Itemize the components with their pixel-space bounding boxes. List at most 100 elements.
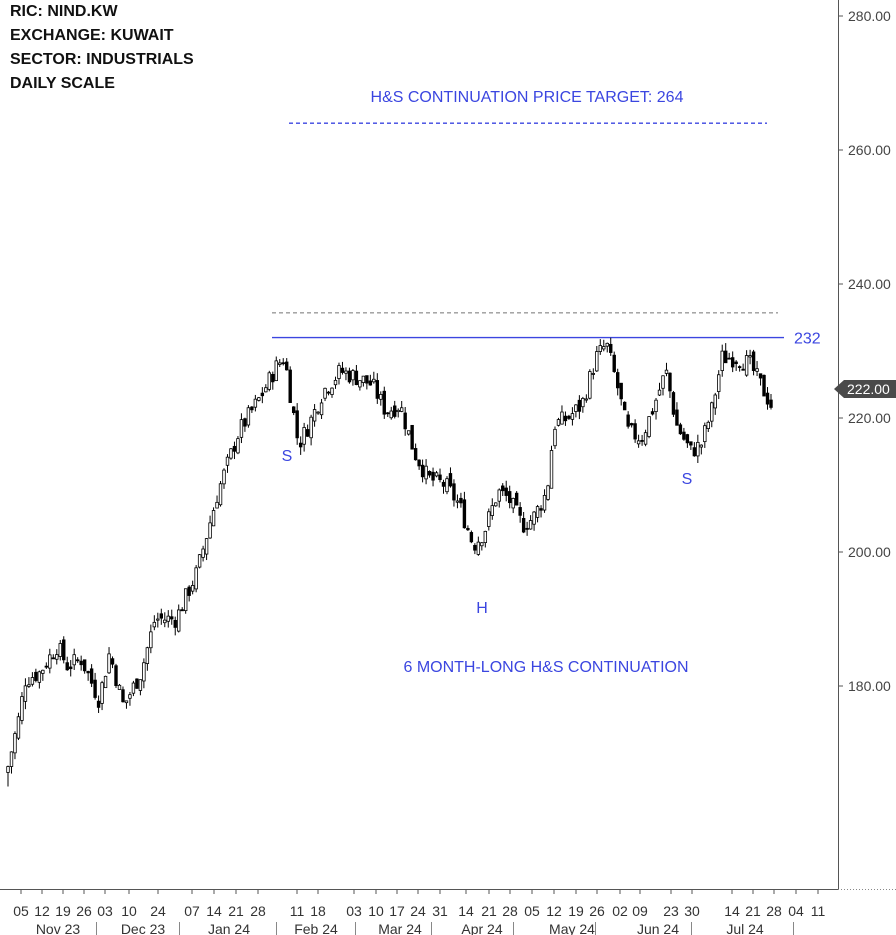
candle-down (417, 459, 421, 467)
x-tick-label: 21 (481, 903, 497, 919)
candle-down (243, 418, 247, 427)
candle-up (372, 378, 376, 383)
candle-up (201, 548, 205, 558)
x-tick-label: 03 (97, 903, 113, 919)
x-tick-label: 14 (206, 903, 222, 919)
candle-down (765, 392, 770, 405)
candle-up (37, 671, 42, 683)
candle-up (337, 365, 341, 379)
x-tick-label: 28 (250, 903, 266, 919)
x-month-label: Jan 24 (208, 921, 250, 935)
x-tick-label: 09 (632, 903, 648, 919)
x-tick-label: 02 (612, 903, 628, 919)
candle-up (696, 441, 700, 457)
candle-up (379, 394, 383, 400)
candle-up (128, 694, 132, 699)
candle-down (298, 442, 303, 448)
candle-up (204, 538, 209, 555)
x-tick-label: 12 (546, 903, 562, 919)
candle-up (535, 506, 540, 518)
candle-down (44, 665, 49, 668)
candle-up (211, 510, 216, 527)
candle-down (650, 411, 655, 415)
x-tick-label: 05 (13, 903, 29, 919)
candle-down (682, 431, 686, 440)
candle-up (208, 522, 212, 539)
candle-up (131, 682, 136, 694)
x-tick-label: 03 (346, 903, 362, 919)
candle-down (671, 392, 676, 415)
candle-up (316, 411, 320, 414)
candle-up (177, 609, 181, 632)
candle-down (34, 671, 38, 681)
candle-up (152, 621, 157, 628)
candle-up (149, 631, 153, 649)
candle-up (236, 438, 240, 454)
right-shoulder-annotation: S (682, 471, 693, 488)
candle-up (581, 397, 585, 408)
candle-up (591, 373, 596, 375)
candle-down (737, 366, 742, 369)
candle-down (368, 380, 373, 386)
candle-down (305, 429, 310, 437)
candle-up (584, 398, 589, 401)
candle-down (741, 368, 745, 371)
candle-down (675, 409, 679, 426)
candle-down (281, 362, 285, 365)
candle-up (225, 456, 230, 466)
candle-up (720, 350, 724, 371)
candle-up (494, 502, 498, 507)
x-tick-label: 21 (745, 903, 761, 919)
candle-down (563, 415, 568, 422)
candle-up (197, 554, 202, 568)
candle-up (23, 685, 28, 702)
x-tick-label: 04 (788, 903, 804, 919)
candle-down (730, 357, 735, 368)
candle-up (406, 430, 411, 435)
candle-down (232, 445, 237, 452)
candle-down (271, 373, 275, 383)
candle-up (664, 369, 669, 374)
x-tick-label: 28 (766, 903, 782, 919)
candle-up (748, 355, 752, 358)
candle-down (539, 508, 543, 511)
neckline-value-label: 232 (794, 331, 821, 348)
candle-up (598, 345, 602, 352)
x-tick-label: 11 (290, 903, 305, 919)
y-tick-label: 220.00 (848, 410, 891, 426)
candle-down (86, 671, 90, 674)
candle-up (497, 489, 501, 502)
last-price-tag (834, 380, 896, 398)
x-tick-label: 05 (524, 903, 540, 919)
candle-up (312, 409, 317, 422)
x-tick-label: 23 (663, 903, 679, 919)
candle-down (365, 375, 369, 384)
ric-label: RIC: NIND.KW (10, 3, 118, 20)
candle-up (190, 585, 195, 592)
candle-down (82, 659, 87, 672)
candle-down (452, 483, 456, 501)
candle-up (16, 716, 21, 739)
candle-down (382, 390, 386, 415)
candle-down (180, 609, 184, 612)
candle-up (257, 397, 261, 401)
candle-down (438, 474, 442, 481)
candle-down (121, 689, 125, 703)
x-tick-label: 31 (432, 903, 448, 919)
candle-down (473, 544, 477, 551)
candle-down (51, 657, 55, 660)
candle-up (602, 346, 606, 350)
x-tick-label: 24 (410, 903, 426, 919)
candle-up (278, 362, 282, 365)
candle-up (532, 511, 536, 525)
candle-up (396, 409, 400, 413)
candle-up (574, 404, 578, 412)
candle-up (434, 472, 439, 477)
candle-up (643, 432, 648, 445)
x-month-label: Nov 23 (36, 921, 81, 935)
candle-up (657, 389, 662, 396)
chart-info-block: RIC: NIND.KW EXCHANGE: KUWAIT SECTOR: IN… (10, 0, 194, 96)
candle-down (75, 659, 80, 662)
candle-up (330, 387, 334, 395)
